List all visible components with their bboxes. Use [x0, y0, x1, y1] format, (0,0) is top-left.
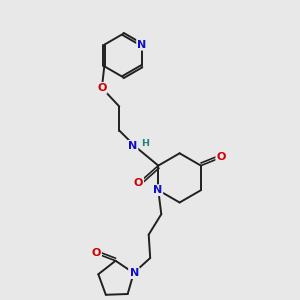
Text: H: H	[141, 140, 149, 148]
Text: N: N	[153, 185, 162, 195]
Text: O: O	[97, 83, 106, 93]
Text: N: N	[129, 268, 138, 278]
Text: O: O	[216, 152, 226, 162]
Text: O: O	[92, 248, 101, 258]
Text: N: N	[130, 268, 139, 278]
Text: N: N	[128, 141, 137, 151]
Text: O: O	[134, 178, 143, 188]
Text: N: N	[137, 40, 146, 50]
